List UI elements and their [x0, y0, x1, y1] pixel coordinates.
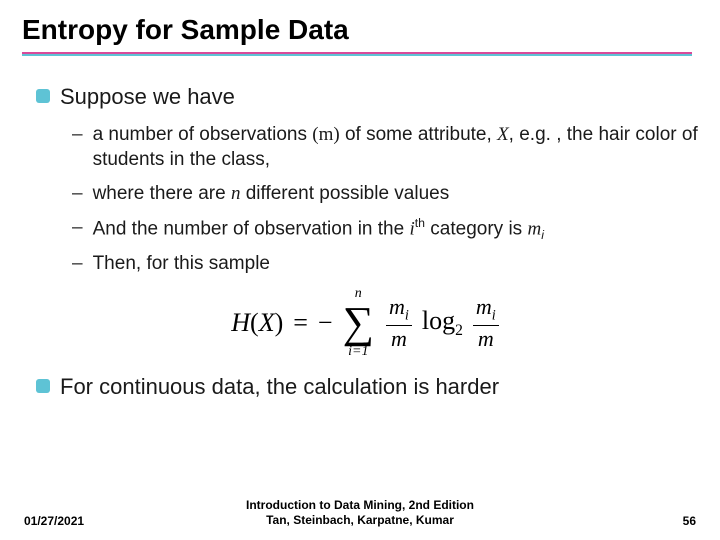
slide-footer: 01/27/2021 Introduction to Data Mining, …: [0, 498, 720, 528]
sub-bullet-text: And the number of observation in the ith…: [93, 215, 544, 244]
dash-icon: –: [72, 122, 83, 148]
fraction: mi m: [386, 296, 412, 350]
footer-date: 01/27/2021: [24, 514, 134, 528]
sub-bullet-list: – a number of observations (m) of some a…: [72, 122, 698, 277]
bullet-icon: [36, 89, 50, 103]
main-bullet: For continuous data, the calculation is …: [36, 373, 698, 402]
sub-bullet: – Then, for this sample: [72, 251, 698, 277]
bullet-icon: [36, 379, 50, 393]
main-bullet: Suppose we have: [36, 83, 698, 112]
summation: n ∑ i=1: [343, 287, 374, 359]
slide-title: Entropy for Sample Data: [22, 14, 698, 46]
sub-bullet-text: a number of observations (m) of some att…: [93, 122, 698, 173]
sub-bullet: – And the number of observation in the i…: [72, 215, 698, 244]
dash-icon: –: [72, 215, 83, 241]
footer-page-number: 56: [586, 514, 696, 528]
bullet-text: Suppose we have: [60, 83, 235, 112]
sub-bullet-text: where there are n different possible val…: [93, 181, 450, 207]
slide: Entropy for Sample Data Suppose we have …: [0, 0, 720, 540]
title-underline: [22, 52, 692, 56]
content-area: Suppose we have – a number of observatio…: [22, 83, 698, 401]
sub-bullet: – a number of observations (m) of some a…: [72, 122, 698, 173]
entropy-formula: H(X) = − n ∑ i=1 mi m log2 mi m: [36, 287, 698, 359]
dash-icon: –: [72, 181, 83, 207]
footer-center: Introduction to Data Mining, 2nd Edition…: [134, 498, 586, 528]
bullet-text: For continuous data, the calculation is …: [60, 373, 499, 402]
sub-bullet-text: Then, for this sample: [93, 251, 270, 277]
dash-icon: –: [72, 251, 83, 277]
fraction: mi m: [473, 296, 499, 350]
sub-bullet: – where there are n different possible v…: [72, 181, 698, 207]
